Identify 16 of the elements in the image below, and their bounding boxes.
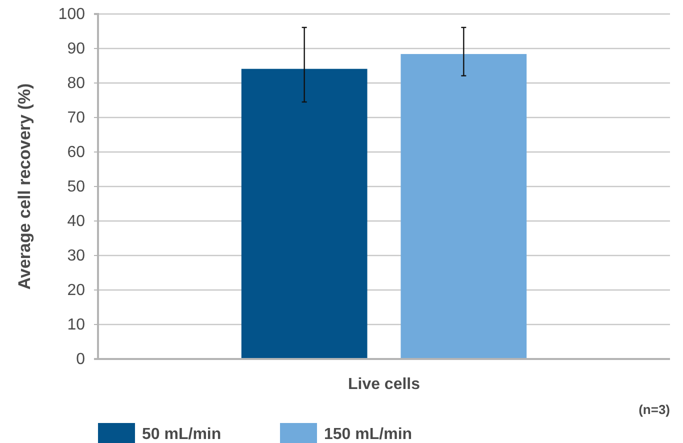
y-tick-label: 40: [67, 213, 86, 230]
y-axis-title: Average cell recovery (%): [15, 83, 34, 290]
legend-label: 150 mL/min: [324, 426, 412, 443]
x-tick-label: Live cells: [348, 376, 420, 393]
y-tick-label: 70: [67, 110, 86, 127]
text: (n=3): [638, 402, 670, 417]
legend-label: 50 mL/min: [142, 426, 222, 443]
y-tick-label: 10: [67, 316, 86, 334]
y-tick-label: 50: [67, 178, 86, 196]
y-tick-label: 80: [67, 75, 86, 92]
y-tick-label: 100: [58, 6, 86, 24]
y-tick-label: 60: [67, 144, 86, 162]
y-tick-label: 20: [67, 282, 86, 300]
y-tick-label: 90: [67, 40, 86, 58]
y-tick-label: 0: [76, 351, 86, 368]
y-tick-label: 30: [67, 248, 86, 265]
